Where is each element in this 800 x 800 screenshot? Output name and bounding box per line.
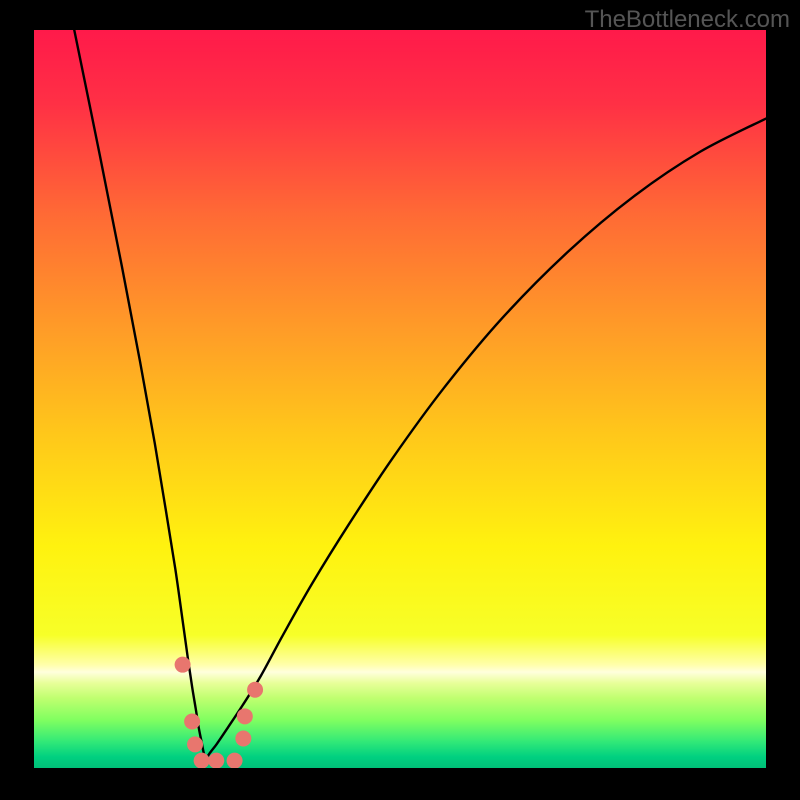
marker-point	[227, 753, 243, 768]
marker-point	[194, 753, 210, 768]
plot-area	[34, 30, 766, 768]
chart-container: TheBottleneck.com	[0, 0, 800, 800]
marker-point	[237, 708, 253, 724]
gradient-background	[34, 30, 766, 768]
plot-svg	[34, 30, 766, 768]
watermark-text: TheBottleneck.com	[585, 6, 790, 34]
marker-point	[184, 714, 200, 730]
marker-point	[235, 730, 251, 746]
marker-point	[187, 736, 203, 752]
marker-point	[175, 657, 191, 673]
marker-point	[247, 682, 263, 698]
marker-point	[208, 753, 224, 768]
